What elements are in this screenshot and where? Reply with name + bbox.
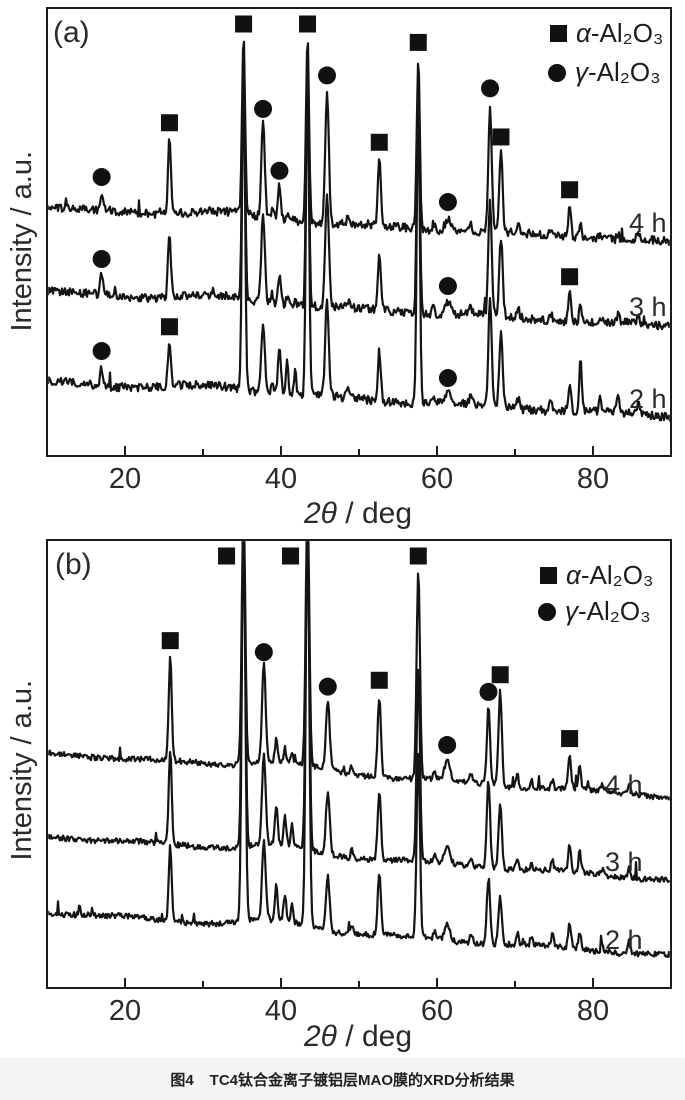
alpha-peak-square-icon bbox=[409, 33, 427, 51]
gamma-peak-circle-icon bbox=[92, 168, 111, 187]
gamma-peak-circle-icon bbox=[254, 99, 273, 118]
plot-frame bbox=[46, 539, 672, 989]
panel-b-xtick-40: 40 bbox=[264, 995, 298, 1027]
panel-b-legend-gamma: γ-Al₂O₃ bbox=[538, 596, 651, 626]
panel-a-xtick-20: 20 bbox=[108, 463, 142, 495]
alpha-peak-square-icon bbox=[218, 547, 236, 565]
panel-b-label: (b) bbox=[55, 548, 92, 581]
xrd-trace-3h bbox=[48, 59, 670, 331]
panel-b-xtick-60: 60 bbox=[420, 995, 454, 1027]
xrd-trace-2h bbox=[48, 541, 670, 958]
gamma-peak-circle-icon bbox=[318, 66, 337, 85]
alpha-legend-label: α-Al₂O₃ bbox=[566, 560, 654, 590]
gamma-peak-circle-icon bbox=[438, 736, 457, 755]
gamma-peak-circle-icon bbox=[438, 193, 457, 212]
alpha-peak-square-icon bbox=[561, 181, 579, 199]
xrd-trace-2h bbox=[48, 74, 670, 422]
alpha-peak-square-icon bbox=[492, 128, 510, 146]
gamma-circle-icon bbox=[538, 602, 556, 621]
panel-b-trace-label-3h: 3 h bbox=[605, 847, 643, 877]
xrd-trace-3h bbox=[48, 541, 670, 883]
panel-a-trace-label-3h: 3 h bbox=[629, 292, 667, 322]
gamma-peak-circle-icon bbox=[481, 79, 500, 98]
alpha-peak-square-icon bbox=[491, 666, 509, 684]
gamma-peak-circle-icon bbox=[438, 277, 457, 296]
alpha-peak-square-icon bbox=[160, 114, 178, 132]
alpha-peak-square-icon bbox=[561, 268, 579, 286]
alpha-peak-square-icon bbox=[161, 632, 179, 650]
panel-a-legend-gamma: γ-Al₂O₃ bbox=[548, 57, 661, 87]
panel-a-x-axis-label: 2θ / deg bbox=[303, 497, 413, 530]
panel-b-trace-label-2h: 2 h bbox=[605, 925, 643, 955]
panel-a-trace-label-4h: 4 h bbox=[629, 208, 667, 238]
panel-a-legend-alpha: α-Al₂O₃ bbox=[550, 18, 664, 48]
gamma-peak-circle-icon bbox=[92, 250, 111, 269]
panel-a-xtick-60: 60 bbox=[420, 463, 454, 495]
panel-a-trace-label-2h: 2 h bbox=[629, 384, 667, 414]
alpha-peak-square-icon bbox=[370, 671, 388, 689]
panel-b-legend-alpha: α-Al₂O₃ bbox=[540, 560, 654, 590]
panel-b-x-axis-label: 2θ / deg bbox=[303, 1020, 413, 1053]
panel-b-trace-label-4h: 4 h bbox=[605, 770, 643, 800]
gamma-circle-icon bbox=[548, 63, 566, 82]
caption-band: 图4 TC4钛合金离子镀铝层MAO膜的XRD分析结果 bbox=[0, 1058, 685, 1100]
alpha-peak-square-icon bbox=[235, 15, 253, 33]
gamma-peak-circle-icon bbox=[318, 677, 337, 696]
panel-b-xtick-80: 80 bbox=[576, 995, 610, 1027]
figure-caption-text: TC4钛合金离子镀铝层MAO膜的XRD分析结果 bbox=[209, 1071, 515, 1089]
gamma-peak-circle-icon bbox=[270, 161, 289, 180]
gamma-peak-circle-icon bbox=[438, 369, 457, 388]
alpha-peak-square-icon bbox=[282, 547, 300, 565]
alpha-square-icon bbox=[550, 25, 567, 43]
panel-a-y-axis-label: Intensity / a.u. bbox=[5, 150, 38, 332]
figure-number: 图4 bbox=[170, 1071, 194, 1089]
figure-caption: 图4 TC4钛合金离子镀铝层MAO膜的XRD分析结果 bbox=[170, 1069, 514, 1090]
panel-b-xtick-20: 20 bbox=[108, 995, 142, 1027]
gamma-peak-circle-icon bbox=[479, 682, 498, 701]
alpha-peak-square-icon bbox=[409, 547, 427, 565]
gamma-peak-circle-icon bbox=[254, 643, 273, 662]
alpha-peak-square-icon bbox=[299, 15, 317, 33]
gamma-legend-label: γ-Al₂O₃ bbox=[575, 57, 661, 87]
gamma-legend-label: γ-Al₂O₃ bbox=[565, 596, 651, 626]
panel-b-y-axis-label: Intensity / a.u. bbox=[5, 679, 38, 861]
xrd-trace-4h bbox=[48, 541, 670, 801]
panel-a-xtick-80: 80 bbox=[576, 463, 610, 495]
alpha-square-icon bbox=[540, 567, 557, 585]
alpha-peak-square-icon bbox=[561, 730, 579, 748]
xrd-trace-4h bbox=[48, 40, 670, 246]
gamma-peak-circle-icon bbox=[92, 342, 111, 361]
alpha-peak-square-icon bbox=[370, 133, 388, 151]
panel-a-label: (a) bbox=[53, 16, 90, 49]
alpha-legend-label: α-Al₂O₃ bbox=[576, 18, 664, 48]
plot-frame bbox=[46, 7, 672, 457]
panel-a-xtick-40: 40 bbox=[264, 463, 298, 495]
alpha-peak-square-icon bbox=[160, 318, 178, 336]
